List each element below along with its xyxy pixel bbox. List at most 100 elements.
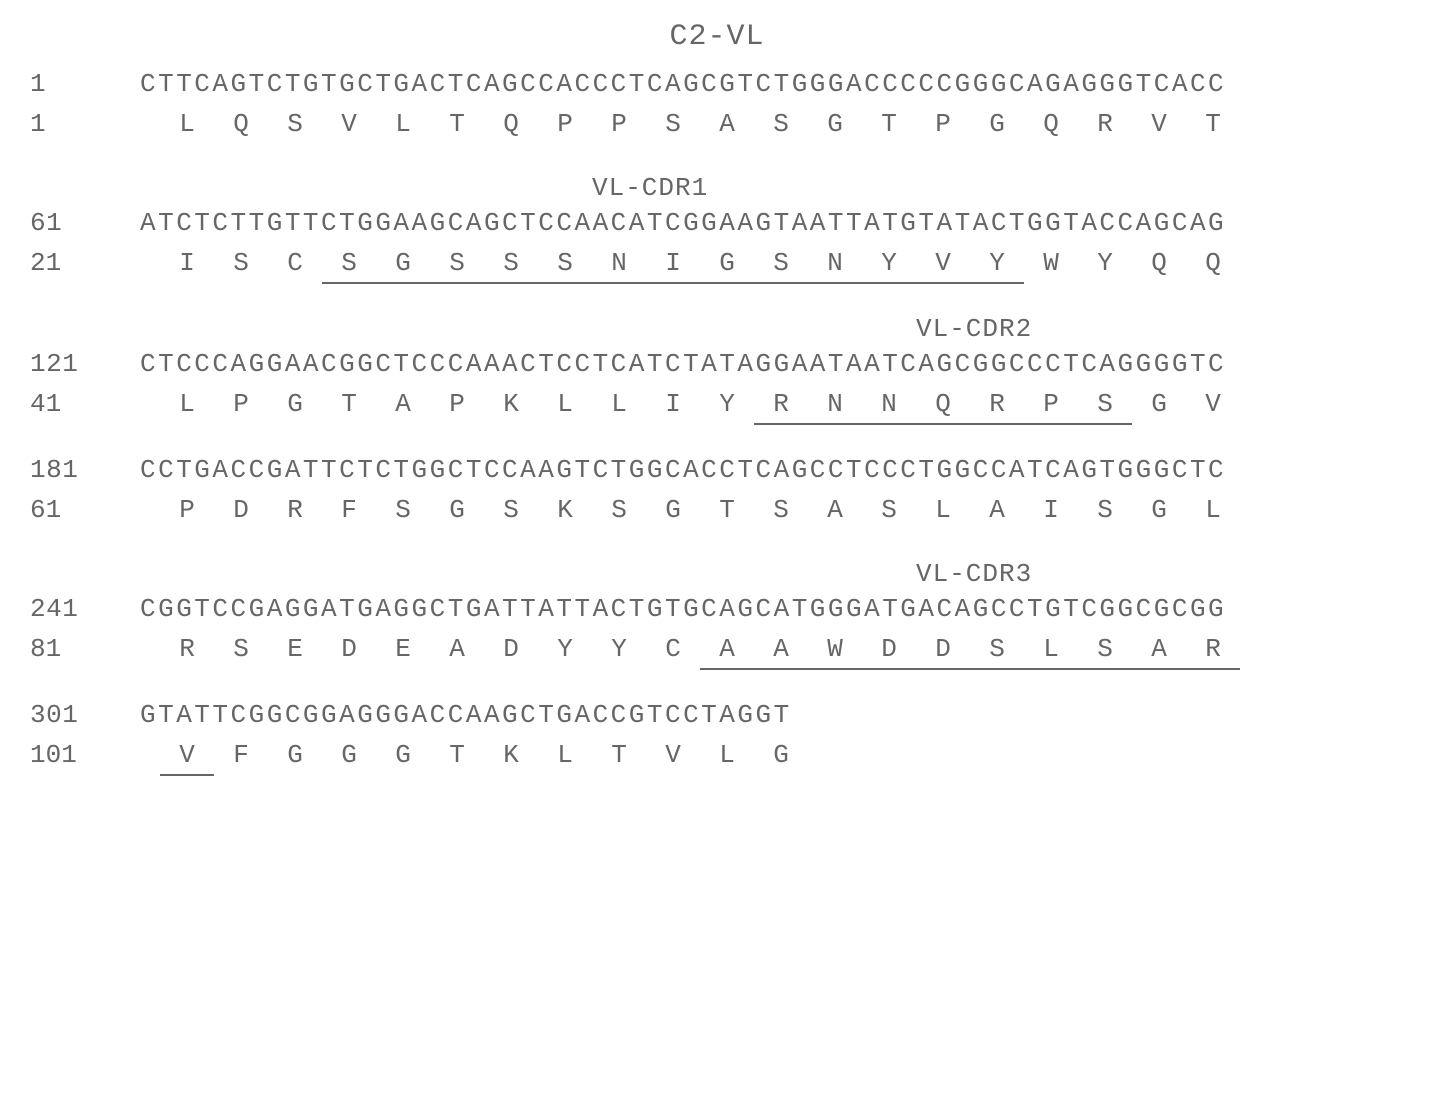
nucleotide-number: 241 <box>30 594 140 624</box>
amino-acid: N <box>592 248 646 284</box>
amino-acid: S <box>754 109 808 143</box>
amino-acid: T <box>592 740 646 776</box>
amino-acid: I <box>646 389 700 425</box>
nucleotide-number: 1 <box>30 69 140 99</box>
region-label: VL-CDR1 <box>592 173 708 203</box>
amino-acid: D <box>484 634 538 670</box>
amino-acid-number: 41 <box>30 389 140 419</box>
region-spacer <box>140 173 592 203</box>
amino-acid-row: 1LQSVLTQPPSASGTPGQRVT <box>30 109 1404 143</box>
amino-acid: L <box>160 109 214 143</box>
amino-acid: G <box>808 109 862 143</box>
nucleotide-sequence: CGGTCCGAGGATGAGGCTGATTATTACTGTGCAGCATGGG… <box>140 594 1404 624</box>
amino-acid: R <box>1186 634 1240 670</box>
nucleotide-row: 181CCTGACCGATTCTCTGGCTCCAAGTCTGGCACCTCAG… <box>30 455 1404 485</box>
amino-acid-number: 101 <box>30 740 140 770</box>
amino-acid-row: 61PDRFSGSKSGTSASLAISGL <box>30 495 1404 529</box>
amino-acid: S <box>1078 389 1132 425</box>
amino-acid: A <box>700 109 754 143</box>
amino-acid: G <box>268 389 322 425</box>
region-label-row: VL-CDR3 <box>30 559 1404 589</box>
amino-acid-number: 61 <box>30 495 140 525</box>
amino-acid: S <box>430 248 484 284</box>
amino-acid: G <box>1132 495 1186 529</box>
amino-acid: L <box>160 389 214 425</box>
amino-acid: S <box>268 109 322 143</box>
amino-acid-content: VFGGGTKLTVLG <box>140 740 1404 776</box>
amino-acid: S <box>214 248 268 284</box>
amino-acid: G <box>970 109 1024 143</box>
amino-acid: G <box>376 248 430 284</box>
amino-acid: G <box>430 495 484 529</box>
amino-acid: I <box>1024 495 1078 529</box>
nucleotide-row: 121CTCCCAGGAACGGCTCCCAAACTCCTCATCTATAGGA… <box>30 349 1404 379</box>
sequence-container: C2-VL 1CTTCAGTCTGTGCTGACTCAGCCACCCTCAGCG… <box>30 20 1404 776</box>
sequence-title: C2-VL <box>30 20 1404 54</box>
amino-acid-row: 21ISCSGSSSNIGSNYVYWYQQ <box>30 248 1404 284</box>
amino-acid: A <box>700 634 754 670</box>
amino-acid: G <box>754 740 808 776</box>
nucleotide-number: 121 <box>30 349 140 379</box>
amino-acid: E <box>268 634 322 670</box>
nucleotide-sequence: CTTCAGTCTGTGCTGACTCAGCCACCCTCAGCGTCTGGGA… <box>140 69 1404 99</box>
amino-acid: V <box>916 248 970 284</box>
amino-acid-number: 1 <box>30 109 140 139</box>
amino-acid: G <box>1132 389 1186 425</box>
amino-acid: C <box>646 634 700 670</box>
amino-acid: S <box>484 495 538 529</box>
amino-acid: G <box>646 495 700 529</box>
amino-acid: S <box>376 495 430 529</box>
amino-acid: T <box>430 740 484 776</box>
amino-acid: T <box>862 109 916 143</box>
region-label: VL-CDR3 <box>916 559 1032 589</box>
amino-acid: L <box>1186 495 1240 529</box>
amino-acid: S <box>538 248 592 284</box>
amino-acid: A <box>970 495 1024 529</box>
region-label-row: VL-CDR2 <box>30 314 1404 344</box>
amino-acid: W <box>1024 248 1078 284</box>
amino-acid: Y <box>592 634 646 670</box>
amino-acid: R <box>970 389 1024 425</box>
amino-acid: T <box>1186 109 1240 143</box>
amino-acid: P <box>592 109 646 143</box>
amino-acid: Y <box>700 389 754 425</box>
amino-acid: A <box>808 495 862 529</box>
amino-acid: I <box>160 248 214 284</box>
nucleotide-sequence: CCTGACCGATTCTCTGGCTCCAAGTCTGGCACCTCAGCCT… <box>140 455 1404 485</box>
amino-acid: L <box>700 740 754 776</box>
amino-acid: E <box>376 634 430 670</box>
amino-acid: P <box>538 109 592 143</box>
amino-acid: P <box>916 109 970 143</box>
amino-acid: Q <box>1132 248 1186 284</box>
amino-acid-number: 21 <box>30 248 140 278</box>
region-spacer <box>140 559 916 589</box>
amino-acid: S <box>592 495 646 529</box>
amino-acid-number: 81 <box>30 634 140 664</box>
region-spacer <box>140 314 916 344</box>
nucleotide-number: 61 <box>30 208 140 238</box>
amino-acid: S <box>754 248 808 284</box>
amino-acid: S <box>970 634 1024 670</box>
amino-acid: K <box>538 495 592 529</box>
amino-acid: Y <box>1078 248 1132 284</box>
amino-acid: A <box>1132 634 1186 670</box>
amino-acid: V <box>1186 389 1240 425</box>
amino-acid: T <box>700 495 754 529</box>
amino-acid: S <box>322 248 376 284</box>
amino-acid: N <box>808 248 862 284</box>
amino-acid: L <box>1024 634 1078 670</box>
amino-acid: P <box>1024 389 1078 425</box>
amino-acid: R <box>160 634 214 670</box>
amino-acid: Q <box>1024 109 1078 143</box>
amino-acid: S <box>484 248 538 284</box>
amino-acid: G <box>376 740 430 776</box>
amino-acid-content: PDRFSGSKSGTSASLAISGL <box>140 495 1404 529</box>
amino-acid-content: ISCSGSSSNIGSNYVYWYQQ <box>140 248 1404 284</box>
amino-acid: L <box>538 740 592 776</box>
nucleotide-sequence: CTCCCAGGAACGGCTCCCAAACTCCTCATCTATAGGAATA… <box>140 349 1404 379</box>
amino-acid-row: 41LPGTAPKLLIYRNNQRPSGV <box>30 389 1404 425</box>
region-label-row: VL-CDR1 <box>30 173 1404 203</box>
amino-acid-row: 81RSEDEADYYCAAWDDSLSAR <box>30 634 1404 670</box>
nucleotide-sequence: ATCTCTTGTTCTGGAAGCAGCTCCAACATCGGAAGTAATT… <box>140 208 1404 238</box>
nucleotide-row: 301GTATTCGGCGGAGGGACCAAGCTGACCGTCCTAGGT <box>30 700 1404 730</box>
